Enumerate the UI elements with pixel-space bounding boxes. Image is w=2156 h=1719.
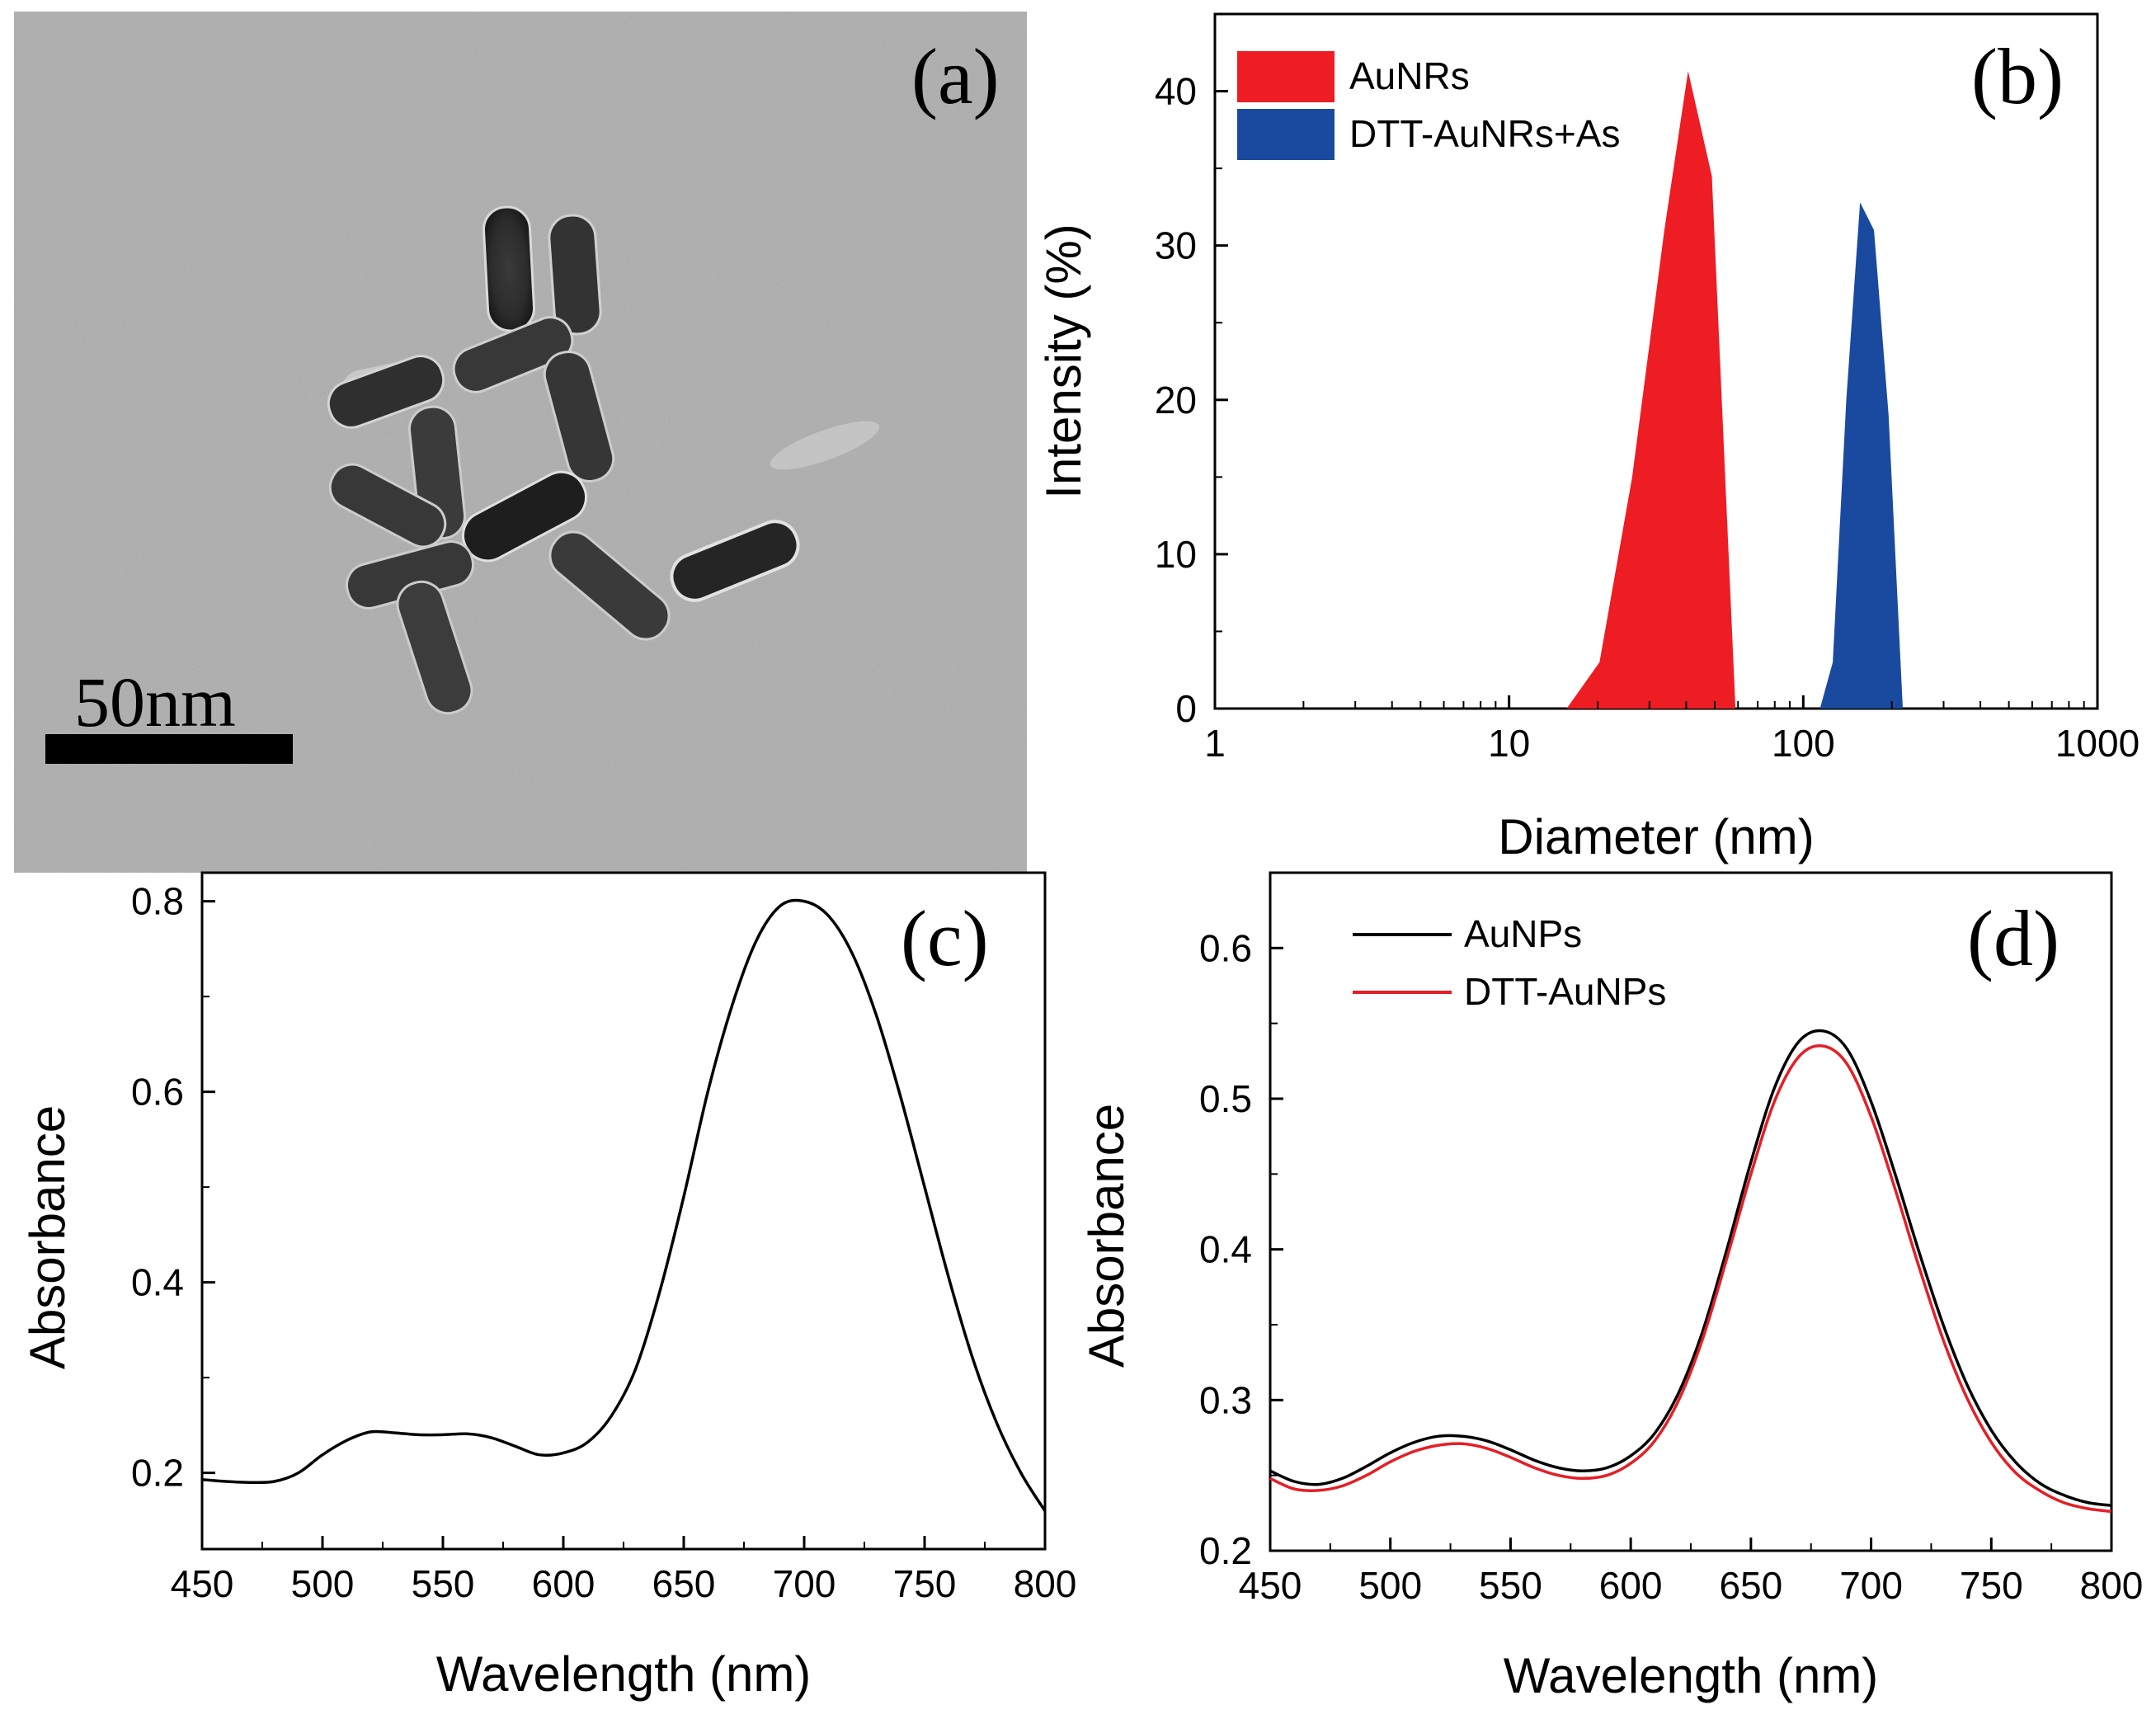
legend: AuNPs DTT-AuNPs <box>1353 912 1666 1013</box>
panel-label-b: (b) <box>1971 32 2064 120</box>
axes: 1 10 100 1000 0 10 20 30 40 <box>1155 70 2140 765</box>
legend-label-dtt-aunps: DTT-AuNPs <box>1464 970 1666 1013</box>
nanorod <box>328 463 447 549</box>
legend-swatch-aunrs <box>1237 51 1335 102</box>
x-tick-label: 450 <box>171 1562 234 1605</box>
axes: 450 500 550 600 650 700 750 800 0.2 0.4 0.6 0.8 <box>131 880 1076 1605</box>
x-tick-label: 1 <box>1204 722 1226 765</box>
series-group <box>1269 1029 2112 1514</box>
y-tick-label: 0.8 <box>131 880 184 923</box>
legend-label-aunps: AuNPs <box>1464 912 1582 955</box>
x-tick-label: 750 <box>893 1562 957 1605</box>
panel-d-absorbance-chart: 450 500 550 600 650 700 750 8000.20.30.40.50.6 … <box>1079 871 2144 1703</box>
x-tick-label: 800 <box>2080 1564 2144 1607</box>
nanorod <box>396 580 473 715</box>
x-tick-label: 600 <box>1599 1564 1663 1607</box>
nanorod <box>327 355 445 429</box>
panel-a-tem-image: (a) 50nm <box>14 12 1027 873</box>
series-area-aunrs <box>1566 71 1736 709</box>
x-tick-label: 1000 <box>2055 722 2140 765</box>
y-tick-label: 0.2 <box>131 1452 184 1495</box>
series-line-dtt-aunps <box>1269 1043 2112 1514</box>
x-tick-label: 550 <box>1479 1564 1542 1607</box>
nanorod <box>670 520 800 602</box>
x-tick-label: 550 <box>412 1562 475 1605</box>
y-tick-label: 0.6 <box>131 1071 184 1114</box>
y-tick-label: 0.4 <box>131 1261 184 1304</box>
legend-swatch-dtt-aunrs-as <box>1237 109 1335 160</box>
x-axis-title: Diameter (nm) <box>1498 809 1814 864</box>
nanorod <box>548 214 602 336</box>
legend-label-aunrs: AuNRs <box>1349 54 1470 97</box>
bright-artifact <box>770 421 880 470</box>
x-axis-title: Wavelength (nm) <box>436 1646 812 1702</box>
y-axis-title: Absorbance <box>1079 1104 1134 1368</box>
nanorod-cluster <box>327 205 880 715</box>
series-area-dtt-aunrs-as <box>1819 202 1903 709</box>
y-tick-label: 40 <box>1155 70 1197 113</box>
x-tick-label: 500 <box>291 1562 355 1605</box>
series-line-aunps <box>1269 1029 2112 1507</box>
scale-bar-label: 50nm <box>74 662 236 742</box>
panel-b-dls-chart: 1 10 100 1000 0 10 20 30 40 (b) AuNRs DTT-AuNRs+… <box>1036 12 2140 864</box>
nanorod <box>543 351 615 483</box>
x-axis-title: Wavelength (nm) <box>1504 1648 1879 1703</box>
panel-c-absorbance-chart: 450 500 550 600 650 700 750 800 0.2 0.4 0.6 0.8 (c)… <box>20 871 1076 1702</box>
y-tick-label: 0.3 <box>1199 1378 1252 1421</box>
y-tick-label: 0 <box>1175 687 1197 730</box>
x-tick-label: 10 <box>1488 722 1530 765</box>
panel-label-a: (a) <box>911 32 1000 120</box>
y-tick-label: 0.5 <box>1199 1077 1252 1120</box>
y-axis-title: Intensity (%) <box>1036 224 1091 498</box>
x-tick-label: 650 <box>1719 1564 1782 1607</box>
scale-bar <box>45 734 293 764</box>
y-tick-label: 0.4 <box>1199 1228 1252 1271</box>
y-tick-label: 30 <box>1155 224 1197 267</box>
x-tick-label: 700 <box>1839 1564 1903 1607</box>
series-group <box>1566 71 1903 709</box>
y-axis-title: Absorbance <box>20 1105 75 1369</box>
nanorod <box>482 205 536 332</box>
y-tick-label: 20 <box>1155 379 1197 422</box>
x-tick-label: 500 <box>1358 1564 1422 1607</box>
x-tick-label: 600 <box>532 1562 595 1605</box>
series-line-absorbance <box>201 898 1047 1512</box>
x-tick-label: 450 <box>1239 1564 1302 1607</box>
legend-label-dtt-aunrs-as: DTT-AuNRs+As <box>1349 112 1620 155</box>
legend: AuNRs DTT-AuNRs+As <box>1237 51 1620 160</box>
x-tick-label: 700 <box>773 1562 836 1605</box>
x-tick-label: 750 <box>1960 1564 2023 1607</box>
panel-label-c: (c) <box>901 894 989 982</box>
series-group <box>201 898 1047 1512</box>
y-tick-label: 10 <box>1155 533 1197 576</box>
nanorod <box>452 316 574 393</box>
y-tick-label: 0.2 <box>1199 1529 1252 1572</box>
x-tick-label: 800 <box>1014 1562 1077 1605</box>
x-tick-label: 650 <box>652 1562 716 1605</box>
y-tick-label: 0.6 <box>1199 926 1252 969</box>
x-tick-label: 100 <box>1772 722 1835 765</box>
axes: 450 500 550 600 650 700 750 800 0.2 0.3 0.4 0.5 0.6 <box>1199 872 2144 1607</box>
panel-label-d: (d) <box>1967 894 2059 982</box>
nanorod <box>548 530 671 641</box>
